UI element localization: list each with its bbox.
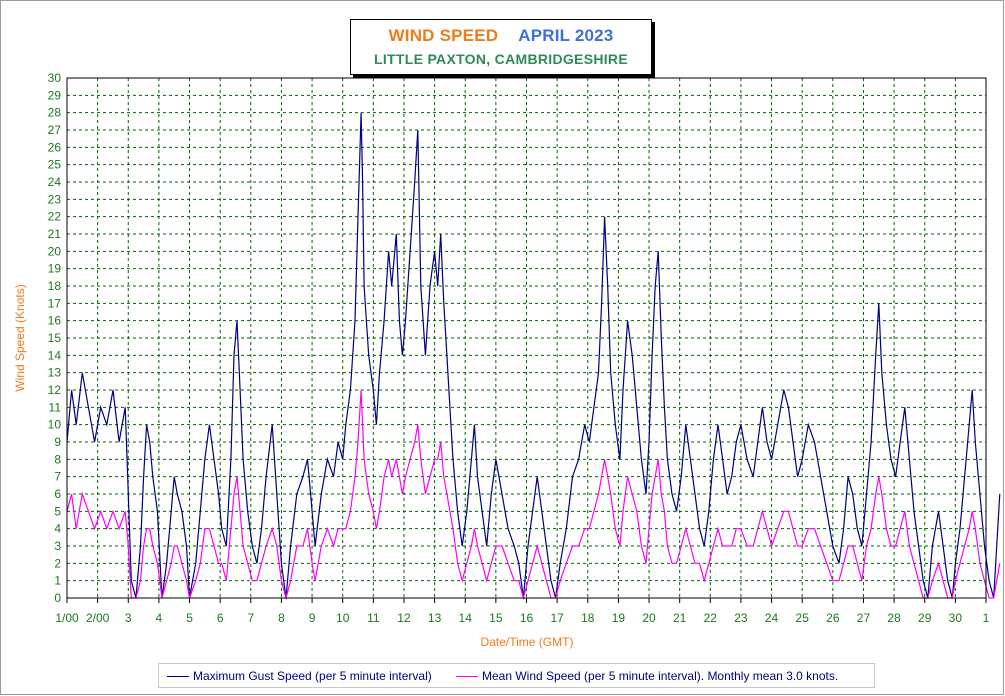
grid-layer	[67, 78, 986, 598]
legend-item-mean: Mean Wind Speed (per 5 minute interval).…	[456, 669, 838, 683]
y-tick-label: 8	[54, 452, 61, 466]
x-tick-label: 14	[459, 611, 473, 625]
x-tick-label: 8	[278, 611, 285, 625]
y-tick-label: 27	[48, 123, 62, 137]
x-tick-label: 1/00	[55, 611, 79, 625]
y-tick-label: 22	[48, 210, 62, 224]
y-tick-label: 18	[48, 279, 62, 293]
y-tick-label: 14	[48, 348, 62, 362]
y-tick-label: 26	[48, 140, 62, 154]
x-tick-label: 18	[581, 611, 595, 625]
y-tick-labels: 0123456789101112131415161718192021222324…	[48, 71, 62, 605]
x-tick-label: 26	[826, 611, 840, 625]
x-tick-label: 3	[125, 611, 132, 625]
chart-legend: Maximum Gust Speed (per 5 minute interva…	[158, 663, 875, 688]
y-tick-label: 19	[48, 262, 62, 276]
x-tick-label: 21	[673, 611, 687, 625]
legend-swatch-gust	[167, 675, 189, 677]
y-tick-label: 20	[48, 244, 62, 258]
x-tick-label: 23	[734, 611, 748, 625]
x-tick-labels: 1/00 2/00 3 4 5 6 7 8 9 10 11 12 13 14 15 16 17 18 19 20 21 2…	[55, 598, 990, 625]
x-tick-label: 4	[156, 611, 163, 625]
y-tick-label: 28	[48, 106, 62, 120]
y-tick-label: 0	[54, 591, 61, 605]
title-month: APRIL 2023	[518, 26, 614, 45]
legend-item-gust: Maximum Gust Speed (per 5 minute interva…	[167, 669, 432, 683]
y-tick-label: 6	[54, 487, 61, 501]
y-tick-label: 21	[48, 227, 62, 241]
series-line-mean	[66, 389, 1001, 601]
y-axis-label: Wind Speed (Knots)	[13, 284, 27, 391]
x-tick-label: 6	[217, 611, 224, 625]
y-tick-label: 13	[48, 366, 62, 380]
x-tick-label: 11	[367, 611, 380, 625]
y-tick-label: 9	[54, 435, 61, 449]
x-axis-label: Date/Time (GMT)	[481, 635, 574, 649]
y-tick-label: 7	[54, 470, 61, 484]
y-tick-label: 30	[48, 71, 62, 85]
y-tick-label: 16	[48, 314, 62, 328]
y-tick-label: 11	[49, 400, 62, 414]
x-tick-label: 17	[550, 611, 564, 625]
title-wind-speed: WIND SPEED	[388, 26, 499, 45]
x-tick-label: 2/00	[86, 611, 110, 625]
y-tick-label: 4	[54, 522, 61, 536]
legend-label-mean: Mean Wind Speed (per 5 minute interval).…	[482, 669, 839, 683]
x-tick-label: 25	[796, 611, 810, 625]
x-tick-label: 1	[983, 611, 990, 625]
x-tick-label: 5	[186, 611, 193, 625]
y-tick-label: 17	[48, 296, 62, 310]
y-tick-label: 24	[48, 175, 62, 189]
x-tick-label: 12	[397, 611, 411, 625]
legend-swatch-mean	[456, 675, 478, 677]
y-tick-label: 3	[54, 539, 61, 553]
y-tick-label: 2	[54, 556, 61, 570]
x-tick-label: 9	[309, 611, 316, 625]
series-line-gust	[66, 112, 1001, 599]
y-tick-label: 12	[48, 383, 62, 397]
y-tick-label: 5	[54, 504, 61, 518]
x-tick-label: 30	[949, 611, 963, 625]
y-tick-label: 1	[54, 574, 61, 588]
x-tick-label: 22	[704, 611, 718, 625]
x-tick-label: 10	[336, 611, 350, 625]
x-tick-label: 16	[520, 611, 534, 625]
x-tick-label: 29	[918, 611, 932, 625]
x-tick-label: 13	[428, 611, 442, 625]
legend-label-gust: Maximum Gust Speed (per 5 minute interva…	[193, 669, 432, 683]
chart-title: WIND SPEED APRIL 2023	[351, 26, 651, 46]
x-tick-label: 7	[247, 611, 254, 625]
y-tick-label: 10	[48, 418, 62, 432]
y-tick-label: 25	[48, 158, 62, 172]
x-tick-label: 20	[642, 611, 656, 625]
x-tick-label: 28	[887, 611, 901, 625]
chart-subtitle: LITTLE PAXTON, CAMBRIDGESHIRE	[374, 51, 628, 67]
x-tick-label: 27	[857, 611, 871, 625]
y-tick-label: 29	[48, 88, 62, 102]
y-tick-label: 23	[48, 192, 62, 206]
chart-title-box: WIND SPEED APRIL 2023 LITTLE PAXTON, CAMB…	[350, 19, 652, 75]
x-tick-label: 24	[765, 611, 779, 625]
y-tick-label: 15	[48, 331, 62, 345]
x-tick-label: 19	[612, 611, 626, 625]
x-tick-label: 15	[489, 611, 503, 625]
series-layer	[66, 112, 1001, 601]
